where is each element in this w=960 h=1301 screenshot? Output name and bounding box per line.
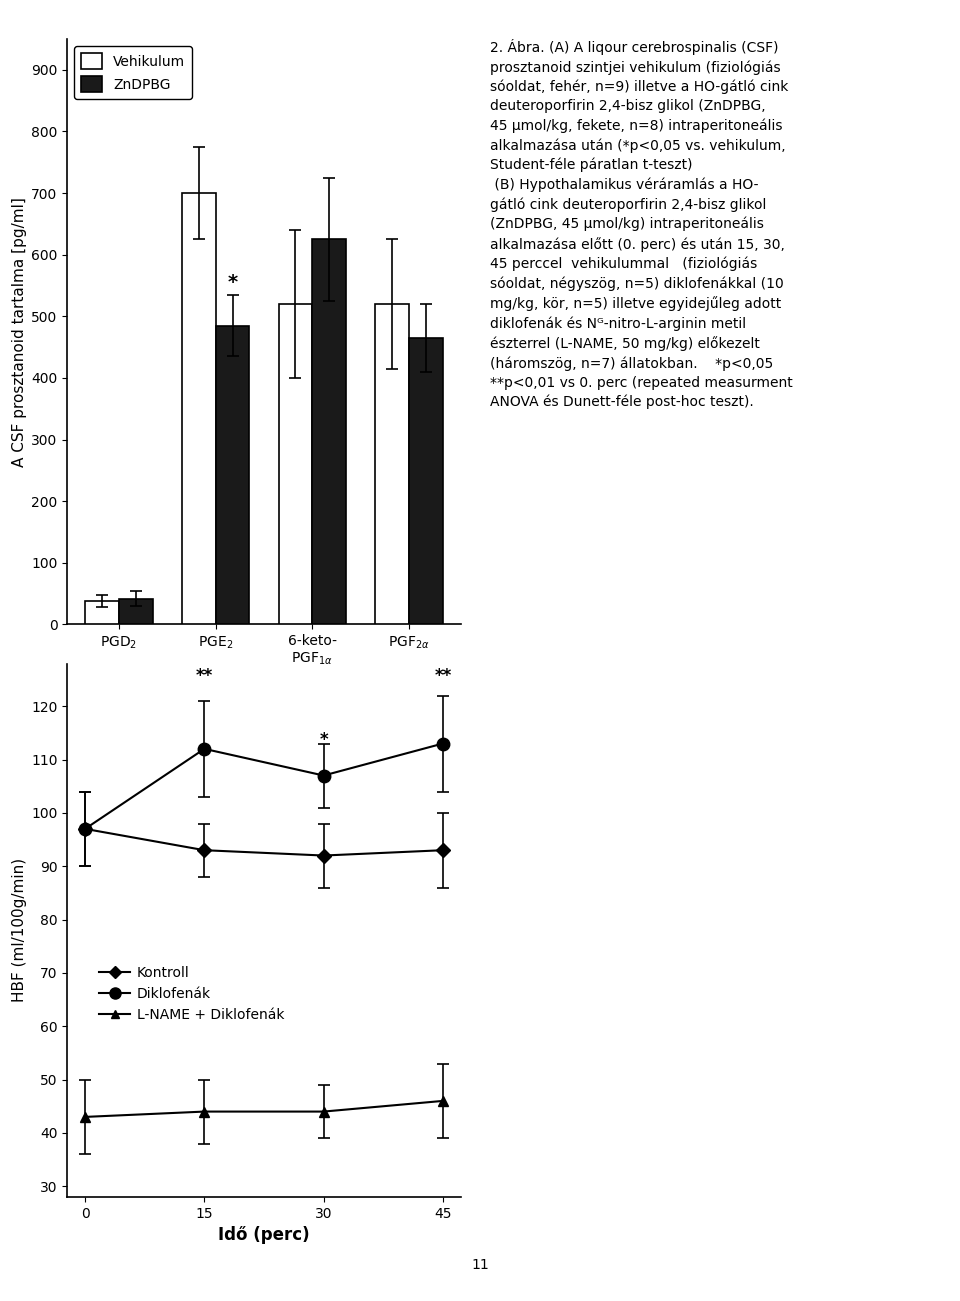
Text: **: ** xyxy=(196,667,213,684)
Text: 2. Ábra. (A) A liqour cerebrospinalis (CSF)
prosztanoid szintjei vehikulum (fizi: 2. Ábra. (A) A liqour cerebrospinalis (C… xyxy=(490,39,792,410)
Bar xyxy=(216,325,250,624)
Text: *: * xyxy=(228,273,238,291)
Text: *: * xyxy=(320,731,328,749)
Bar xyxy=(181,193,216,624)
Text: **: ** xyxy=(434,667,451,684)
Y-axis label: HBF (ml/100g/min): HBF (ml/100g/min) xyxy=(12,859,27,1002)
Bar xyxy=(278,304,312,624)
Bar xyxy=(119,598,153,624)
Legend: Kontroll, Diklofenák, L-NAME + Diklofenák: Kontroll, Diklofenák, L-NAME + Diklofená… xyxy=(94,960,290,1028)
Bar xyxy=(312,239,347,624)
Bar xyxy=(85,601,119,624)
Text: 11: 11 xyxy=(471,1258,489,1272)
X-axis label: Idő (perc): Idő (perc) xyxy=(218,1227,310,1244)
Bar xyxy=(409,338,443,624)
Legend: Vehikulum, ZnDPBG: Vehikulum, ZnDPBG xyxy=(74,46,192,99)
Bar xyxy=(375,304,409,624)
Y-axis label: A CSF prosztanoid tartalma [pg/ml]: A CSF prosztanoid tartalma [pg/ml] xyxy=(12,196,27,467)
